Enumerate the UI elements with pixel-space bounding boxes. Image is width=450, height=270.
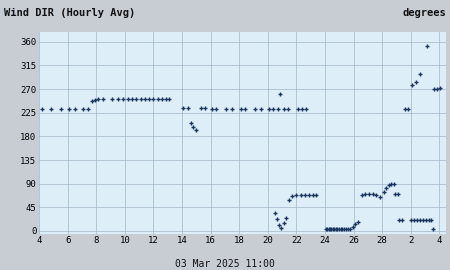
Text: Wind DIR (Hourly Avg): Wind DIR (Hourly Avg) bbox=[4, 8, 135, 18]
Text: degrees: degrees bbox=[403, 8, 446, 18]
Text: 03 Mar 2025 11:00: 03 Mar 2025 11:00 bbox=[175, 259, 275, 269]
